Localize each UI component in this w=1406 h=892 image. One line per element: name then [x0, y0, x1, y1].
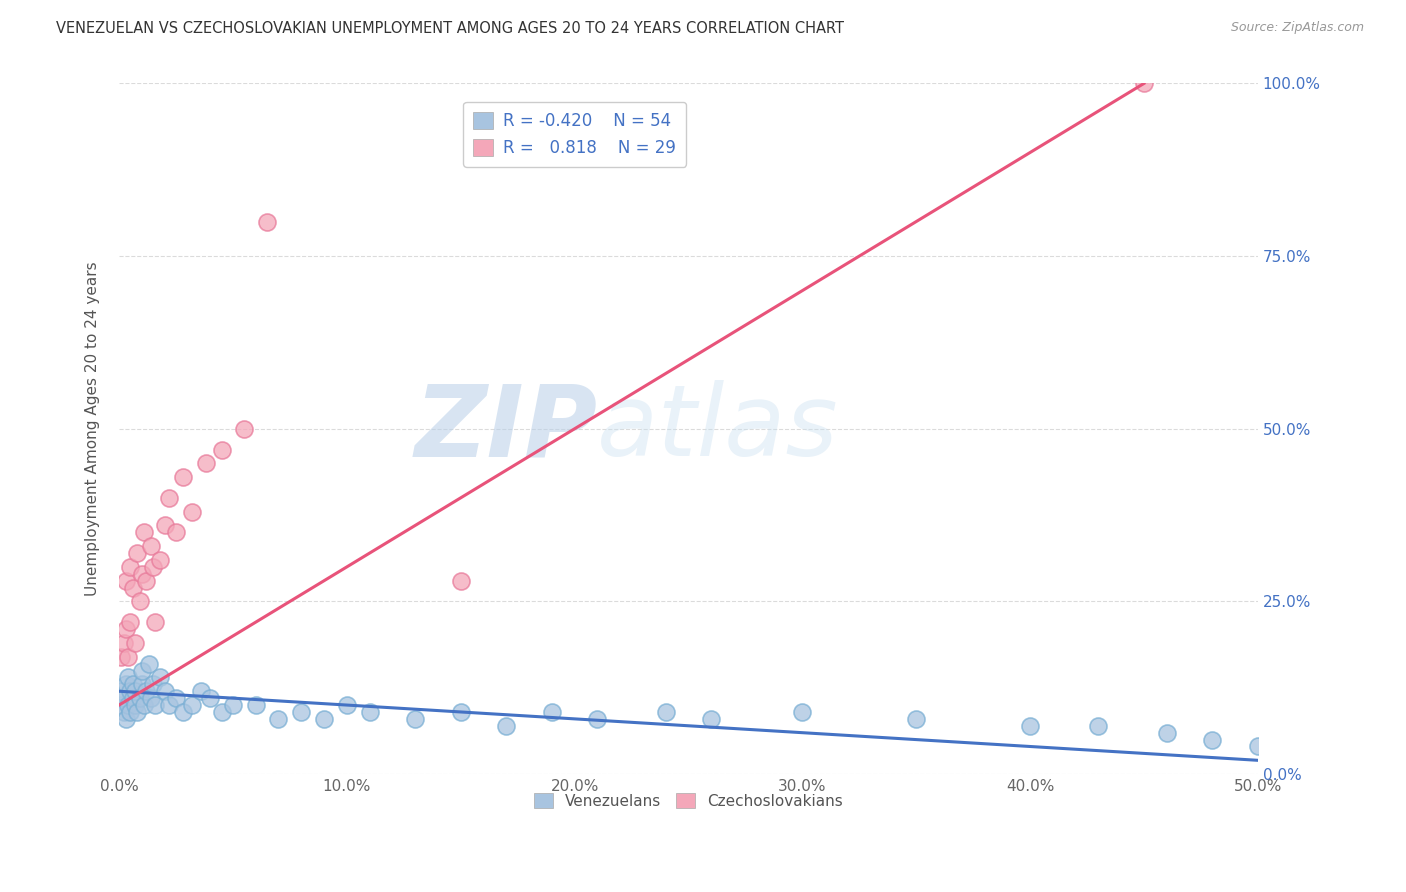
Point	[149, 553, 172, 567]
Point	[157, 698, 180, 712]
Point	[124, 698, 146, 712]
Point	[181, 505, 204, 519]
Point	[120, 615, 142, 630]
Point	[153, 518, 176, 533]
Point	[450, 705, 472, 719]
Point	[120, 705, 142, 719]
Point	[211, 442, 233, 457]
Point	[120, 560, 142, 574]
Point	[1133, 77, 1156, 91]
Point	[110, 684, 132, 698]
Point	[181, 698, 204, 712]
Point	[359, 705, 381, 719]
Point	[112, 636, 135, 650]
Point	[165, 525, 187, 540]
Point	[153, 684, 176, 698]
Point	[586, 712, 609, 726]
Point	[222, 698, 245, 712]
Point	[312, 712, 335, 726]
Point	[142, 560, 165, 574]
Point	[117, 670, 139, 684]
Point	[115, 622, 138, 636]
Point	[112, 705, 135, 719]
Point	[190, 684, 212, 698]
Point	[132, 698, 155, 712]
Point	[142, 677, 165, 691]
Point	[135, 684, 157, 698]
Point	[112, 691, 135, 706]
Point	[120, 684, 142, 698]
Point	[157, 491, 180, 505]
Point	[1247, 739, 1270, 754]
Point	[127, 705, 149, 719]
Point	[139, 691, 162, 706]
Point	[110, 698, 132, 712]
Point	[138, 657, 160, 671]
Point	[124, 636, 146, 650]
Text: ZIP: ZIP	[415, 380, 598, 477]
Point	[450, 574, 472, 588]
Point	[128, 691, 150, 706]
Point	[245, 698, 267, 712]
Point	[121, 677, 143, 691]
Point	[700, 712, 723, 726]
Legend: Venezuelans, Czechoslovakians: Venezuelans, Czechoslovakians	[529, 787, 849, 814]
Point	[290, 705, 312, 719]
Point	[198, 691, 221, 706]
Point	[132, 525, 155, 540]
Point	[117, 698, 139, 712]
Point	[1019, 719, 1042, 733]
Point	[905, 712, 928, 726]
Point	[792, 705, 814, 719]
Point	[131, 677, 153, 691]
Point	[131, 566, 153, 581]
Point	[115, 712, 138, 726]
Point	[110, 649, 132, 664]
Point	[124, 684, 146, 698]
Point	[139, 539, 162, 553]
Point	[540, 705, 562, 719]
Point	[121, 691, 143, 706]
Point	[404, 712, 426, 726]
Point	[121, 581, 143, 595]
Point	[131, 664, 153, 678]
Point	[117, 649, 139, 664]
Point	[115, 574, 138, 588]
Point	[194, 456, 217, 470]
Point	[495, 719, 517, 733]
Point	[165, 691, 187, 706]
Text: Source: ZipAtlas.com: Source: ZipAtlas.com	[1230, 21, 1364, 34]
Text: atlas: atlas	[598, 380, 839, 477]
Point	[1201, 732, 1223, 747]
Point	[127, 546, 149, 560]
Y-axis label: Unemployment Among Ages 20 to 24 years: Unemployment Among Ages 20 to 24 years	[86, 261, 100, 596]
Point	[654, 705, 676, 719]
Point	[135, 574, 157, 588]
Point	[336, 698, 359, 712]
Point	[149, 670, 172, 684]
Point	[128, 594, 150, 608]
Point	[145, 615, 167, 630]
Point	[172, 470, 194, 484]
Point	[256, 214, 278, 228]
Text: VENEZUELAN VS CZECHOSLOVAKIAN UNEMPLOYMENT AMONG AGES 20 TO 24 YEARS CORRELATION: VENEZUELAN VS CZECHOSLOVAKIAN UNEMPLOYME…	[56, 21, 844, 36]
Point	[1087, 719, 1109, 733]
Point	[115, 677, 138, 691]
Point	[267, 712, 290, 726]
Point	[211, 705, 233, 719]
Point	[145, 698, 167, 712]
Point	[233, 422, 256, 436]
Point	[1156, 725, 1178, 739]
Point	[172, 705, 194, 719]
